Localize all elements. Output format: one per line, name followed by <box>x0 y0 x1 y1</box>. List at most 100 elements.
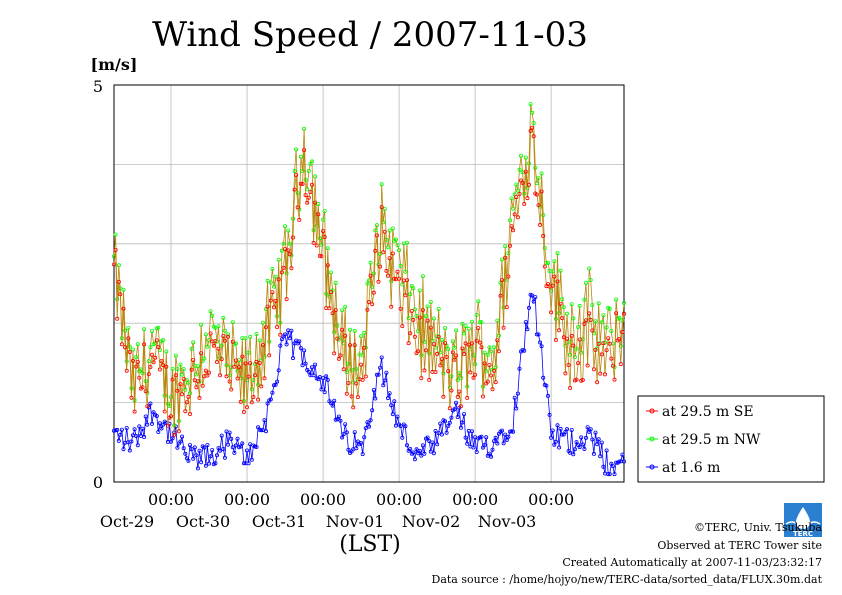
data-point-se <box>189 367 194 372</box>
data-point-se <box>127 349 132 354</box>
data-point-nw <box>519 153 524 158</box>
data-point-se <box>251 394 256 399</box>
data-point-low <box>325 377 330 382</box>
data-point-low <box>221 446 226 451</box>
data-point-low <box>387 391 392 396</box>
data-point-nw <box>148 345 153 350</box>
data-point-se <box>294 172 299 177</box>
data-point-low <box>303 361 308 366</box>
data-point-low <box>341 432 346 437</box>
data-point-nw <box>164 349 169 354</box>
data-point-nw <box>199 322 204 327</box>
data-point-se <box>368 273 373 278</box>
legend: at 29.5 m SE at 29.5 m NW at 1.6 m <box>637 395 825 483</box>
data-point-se <box>384 268 389 273</box>
data-point-low <box>495 441 500 446</box>
data-point-nw <box>306 168 311 173</box>
data-point-low <box>344 430 349 435</box>
data-point-se <box>471 375 476 380</box>
data-point-nw <box>180 372 185 377</box>
data-point-nw <box>283 224 288 229</box>
data-point-se <box>164 364 169 369</box>
data-point-se <box>607 341 612 346</box>
data-point-nw <box>412 307 417 312</box>
data-point-low <box>501 441 506 446</box>
data-point-low <box>617 459 622 464</box>
data-point-low <box>379 355 384 360</box>
data-point-low <box>170 436 175 441</box>
data-point-se <box>316 212 321 217</box>
data-point-low <box>168 439 173 444</box>
data-point-nw <box>492 345 497 350</box>
data-point-nw <box>517 167 522 172</box>
data-point-se <box>176 429 181 434</box>
data-point-nw <box>423 314 428 319</box>
data-point-se <box>199 351 204 356</box>
data-point-nw <box>463 324 468 329</box>
data-point-se <box>221 334 226 339</box>
data-point-se <box>504 305 509 310</box>
data-point-se <box>112 262 117 267</box>
data-point-nw <box>273 274 278 279</box>
data-point-nw <box>276 257 281 262</box>
x-tick-date: Nov-02 <box>402 512 460 531</box>
x-tick-time: 00:00 <box>452 490 498 509</box>
data-point-low <box>536 332 541 337</box>
data-point-low <box>550 428 555 433</box>
data-point-se <box>161 363 166 368</box>
data-point-nw <box>522 191 527 196</box>
data-point-nw <box>601 313 606 318</box>
data-point-low <box>233 443 238 448</box>
data-point-se <box>580 377 585 382</box>
data-point-low <box>148 401 153 406</box>
data-point-se <box>417 315 422 320</box>
x-tick-date: Nov-03 <box>478 512 536 531</box>
data-point-low <box>259 428 264 433</box>
data-point-low <box>161 422 166 427</box>
data-point-nw <box>531 121 536 126</box>
data-point-se <box>566 362 571 367</box>
data-point-se <box>416 349 421 354</box>
data-point-low <box>284 342 289 347</box>
data-point-low <box>560 432 565 437</box>
data-point-low <box>273 382 278 387</box>
data-point-se <box>517 191 522 196</box>
data-point-low <box>218 448 223 453</box>
data-point-nw <box>260 320 265 325</box>
data-point-se <box>576 361 581 366</box>
data-point-nw <box>450 339 455 344</box>
observed-text: Observed at TERC Tower site <box>657 539 822 552</box>
data-point-low <box>119 427 124 432</box>
data-point-se <box>151 360 156 365</box>
data-point-nw <box>292 168 297 173</box>
data-point-low <box>606 472 611 477</box>
data-point-se <box>205 373 210 378</box>
data-point-se <box>355 395 360 400</box>
data-point-nw <box>363 345 368 350</box>
data-point-se <box>159 358 164 363</box>
data-point-se <box>558 301 563 306</box>
data-point-se <box>509 224 514 229</box>
data-point-low <box>346 447 351 452</box>
wave-icon-right <box>808 521 821 525</box>
data-point-low <box>321 376 326 381</box>
data-point-nw <box>161 338 166 343</box>
legend-item-low: at 1.6 m <box>646 460 720 476</box>
data-point-nw <box>479 320 484 325</box>
data-point-nw <box>178 362 183 367</box>
data-point-nw <box>469 319 474 324</box>
data-point-se <box>479 345 484 350</box>
data-point-nw <box>222 328 227 333</box>
data-point-nw <box>116 263 121 268</box>
data-point-low <box>411 450 416 455</box>
data-point-se <box>149 352 154 357</box>
data-point-nw <box>403 269 408 274</box>
data-point-low <box>290 356 295 361</box>
data-point-low <box>463 435 468 440</box>
data-point-se <box>341 367 346 372</box>
data-point-se <box>395 269 400 274</box>
data-point-nw <box>279 248 284 253</box>
data-point-se <box>390 251 395 256</box>
data-point-low <box>492 439 497 444</box>
